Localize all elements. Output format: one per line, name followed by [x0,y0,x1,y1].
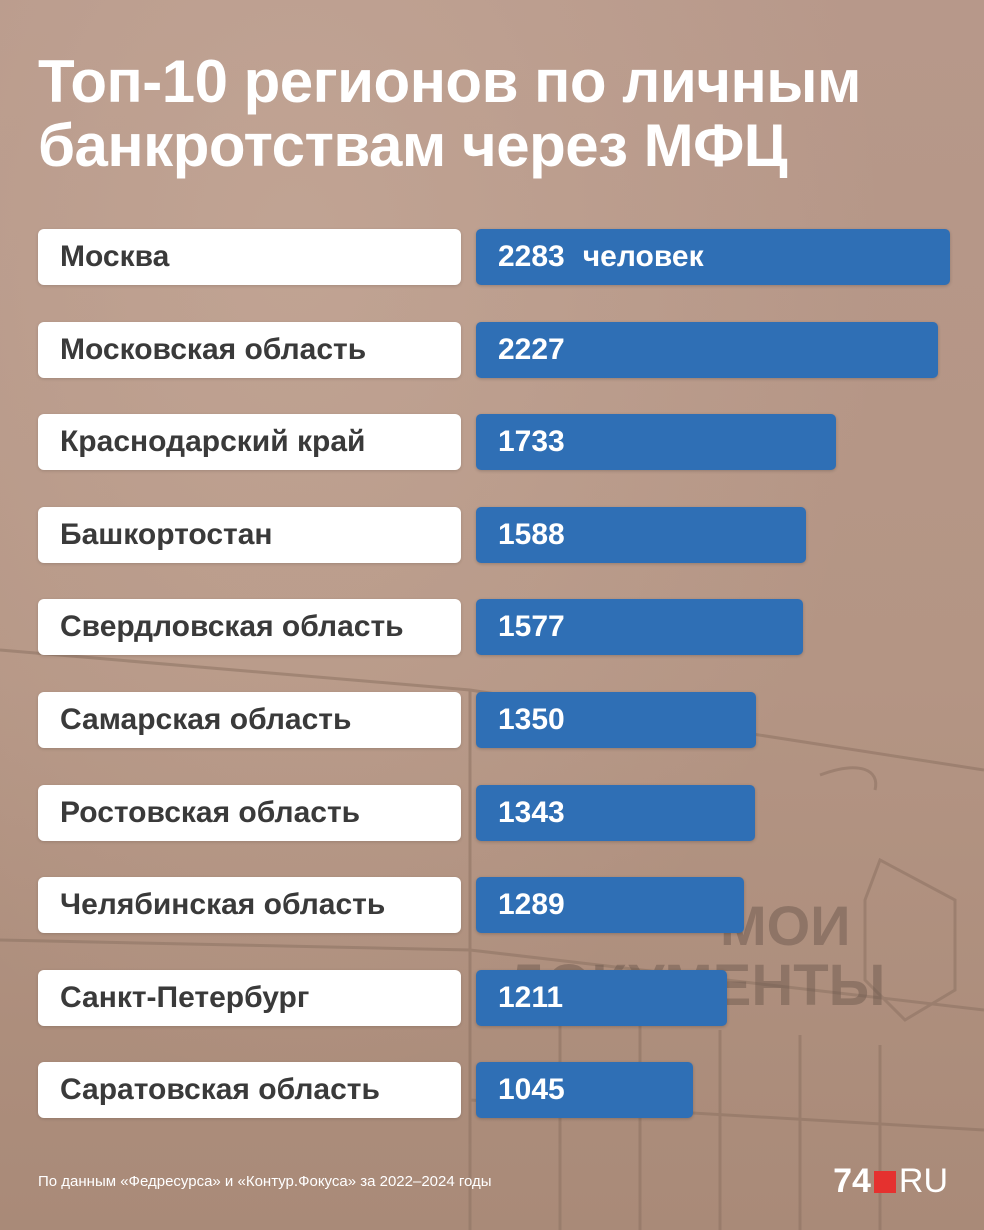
logo-number: 74 [833,1162,871,1200]
bar-value-label: 2227 [498,333,565,366]
bar: 1343 [476,785,755,841]
bar-value-label: 1588 [498,518,565,551]
bar-value-label: 1577 [498,610,565,643]
bar-value-label: 1211 [498,981,564,1014]
title-line-1: Топ-10 регионов по личным [38,48,861,115]
bar: 1211 [476,970,727,1026]
bar-value-label: 1289 [498,888,565,921]
region-label: Челябинская область [38,877,461,933]
region-label: Башкортостан [38,507,461,563]
bar: 1733 [476,414,836,470]
bar: 1045 [476,1062,693,1118]
region-label: Самарская область [38,692,461,748]
logo-suffix: RU [898,1162,948,1200]
region-label: Московская область [38,322,461,378]
bar-value-label: 2283 [498,240,565,273]
region-label: Москва [38,229,461,285]
region-label: Свердловская область [38,599,461,655]
bar-value-label: 1343 [498,796,565,829]
source-note: По данным «Федресурса» и «Контур.Фокуса»… [38,1173,492,1190]
logo: 74 RU [833,1162,948,1201]
bar-value-label: 1350 [498,703,565,736]
bar: 1350 [476,692,756,748]
page-title: Топ-10 регионов по личным банкротствам ч… [38,50,968,178]
title-line-2: банкротствам через МФЦ [38,112,788,179]
region-label: Ростовская область [38,785,461,841]
bar: 2283 человек [476,229,950,285]
region-label: Саратовская область [38,1062,461,1118]
bar: 2227 [476,322,938,378]
bar-value-label: 1733 [498,425,565,458]
bar: 1289 [476,877,744,933]
bar: 1588 [476,507,806,563]
bar: 1577 [476,599,803,655]
logo-square-icon [873,1170,896,1193]
bar-value-label: 1045 [498,1073,565,1106]
unit-label: человек [582,240,704,273]
region-label: Санкт-Петербург [38,970,461,1026]
region-label: Краснодарский край [38,414,461,470]
